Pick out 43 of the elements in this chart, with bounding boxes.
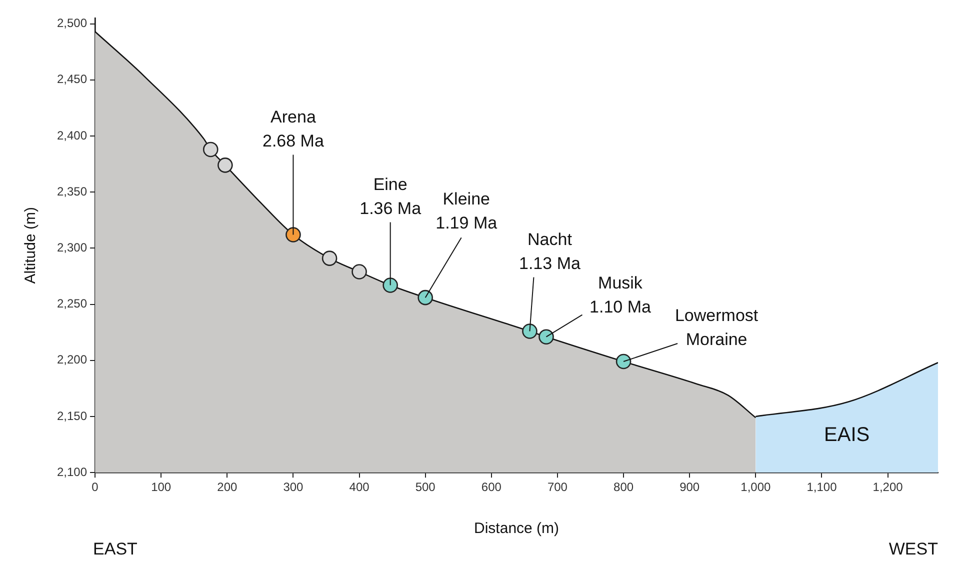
x-tick-label: 900 [680, 480, 700, 494]
annotation: Kleine 1.19 Ma [436, 189, 498, 232]
x-tick-label: 100 [151, 480, 172, 494]
y-tick-label: 2,150 [57, 408, 88, 423]
x-tick-label: 700 [547, 480, 568, 494]
annotation: EAIS [824, 424, 870, 446]
y-tick-label: 2,300 [57, 240, 88, 255]
x-tick-label: 800 [614, 480, 634, 494]
point [382, 278, 398, 293]
annotation: Lowermost Moraine [674, 306, 758, 350]
y-tick-label: 2,450 [57, 72, 88, 86]
point [218, 158, 233, 173]
x-tick-label: 500 [415, 480, 436, 494]
y-tick-label: 2,200 [57, 352, 88, 367]
point [322, 250, 338, 266]
y-tick-label: 2,350 [57, 184, 88, 198]
text: WEST [888, 540, 938, 559]
annotation: Nacht 1.13 Ma [519, 230, 581, 273]
x-axis-title: Distance (m) [474, 520, 560, 538]
annotation: Eine 1.36 Ma [360, 174, 422, 218]
y-axis-title: Altitude (m) [22, 207, 40, 284]
x-tick-label: 400 [349, 480, 370, 494]
point [352, 264, 367, 280]
y-tick-label: 2,400 [57, 128, 88, 142]
text: EAST [93, 540, 138, 559]
x-tick-label: 1,000 [740, 480, 772, 494]
annotation: Musik 1.10 Ma [590, 274, 652, 317]
point [538, 329, 554, 344]
x-tick-label: 200 [217, 480, 238, 494]
annotation: Arena 2.68 Ma [262, 107, 324, 150]
y-tick-label: 2,500 [57, 16, 88, 30]
point [616, 354, 632, 370]
x-tick-label: 0 [92, 480, 99, 494]
point [286, 227, 301, 242]
point [418, 290, 433, 306]
y-tick-label: 2,250 [57, 296, 88, 311]
point [522, 324, 538, 339]
x-tick-label: 1,100 [806, 480, 838, 494]
x-tick-label: 600 [481, 480, 502, 494]
x-tick-label: 300 [283, 480, 304, 494]
y-tick-label: 2,100 [57, 464, 88, 479]
point [202, 142, 218, 158]
x-tick-label: 1,200 [872, 480, 904, 494]
